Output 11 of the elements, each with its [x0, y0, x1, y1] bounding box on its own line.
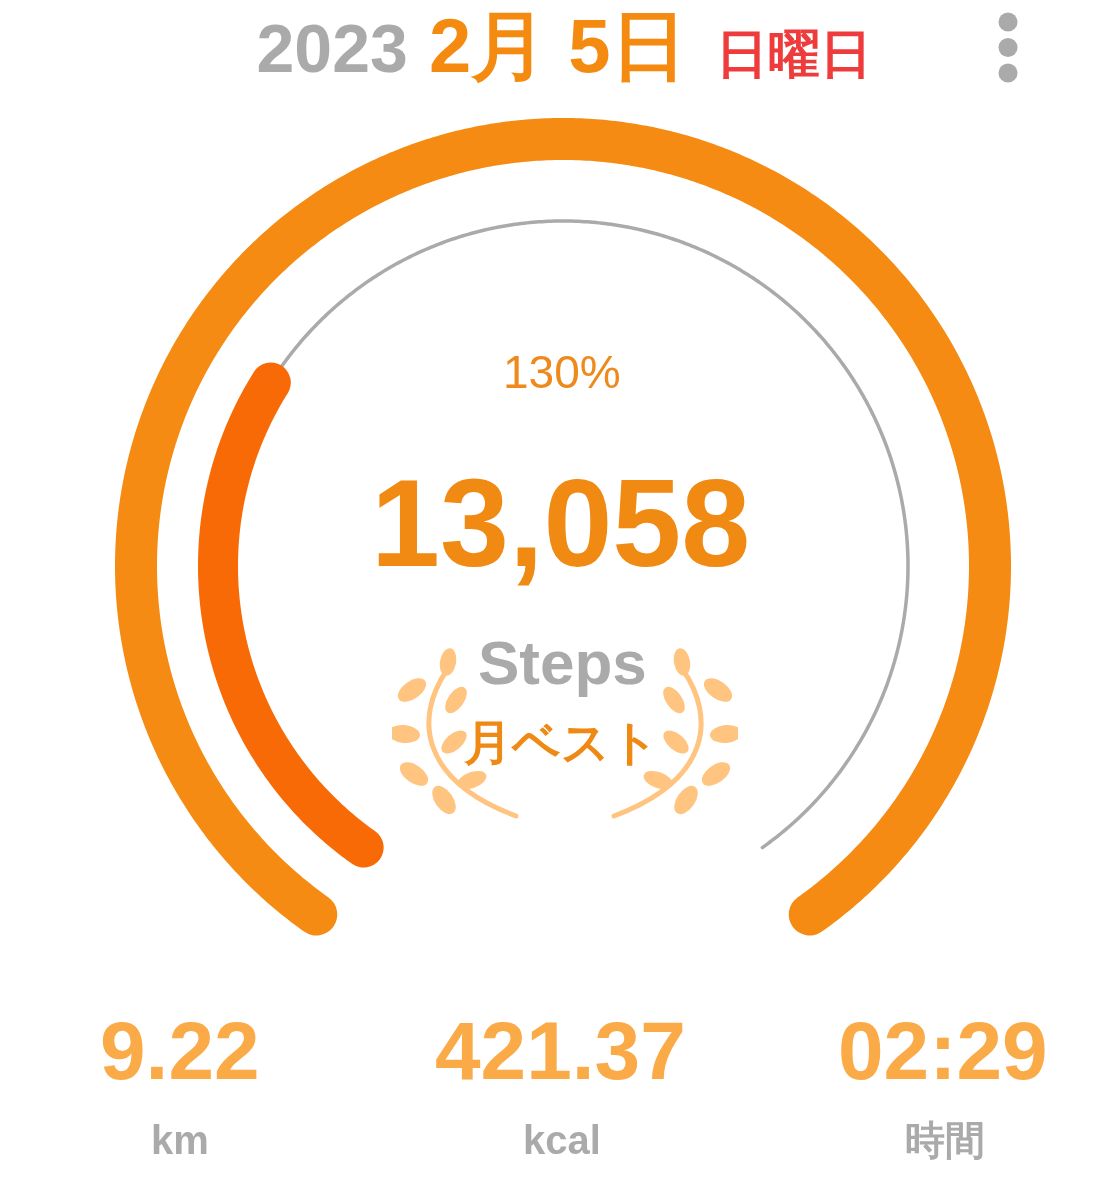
text: 13,058 [371, 454, 751, 592]
text: kcal [523, 1118, 601, 1162]
text: 02:29 [838, 1005, 1048, 1096]
text: 月ベスト [463, 716, 659, 769]
text: 9.22 [100, 1005, 260, 1096]
text: 時間 [905, 1118, 985, 1162]
text: 2023 2月 5日 日曜日 [256, 3, 872, 89]
text: 421.37 [435, 1005, 686, 1096]
text: Steps [478, 628, 647, 697]
data-label: 130% [503, 346, 621, 398]
text: km [151, 1118, 209, 1162]
